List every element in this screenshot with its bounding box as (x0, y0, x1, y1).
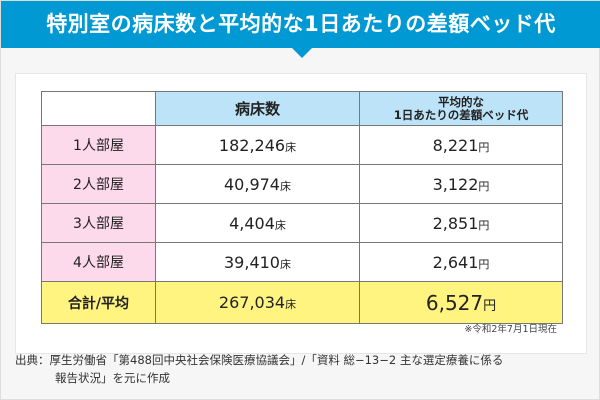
header-beds: 病床数 (155, 91, 360, 126)
bed-fee-table: 病床数 平均的な 1日あたりの差額ベッド代 1人部屋 182,246床 8,221… (41, 91, 563, 324)
row-label: 1人部屋 (41, 125, 156, 165)
table-row: 3人部屋 4,404床 2,851円 (41, 203, 563, 243)
table-header: 病床数 平均的な 1日あたりの差額ベッド代 (41, 91, 563, 126)
total-beds-cell: 267,034床 (155, 281, 360, 324)
table-row: 4人部屋 39,410床 2,641円 (41, 242, 563, 282)
fee-cell: 8,221円 (359, 125, 563, 165)
header-fee-line2: 1日あたりの差額ベッド代 (393, 107, 529, 122)
total-row: 合計/平均 267,034床 6,527円 (41, 281, 563, 324)
page-title: 特別室の病床数と平均的な1日あたりの差額ベッド代 (1, 1, 600, 48)
fee-cell: 2,851円 (359, 203, 563, 243)
title-pointer (291, 47, 313, 58)
row-label: 4人部屋 (41, 242, 156, 282)
beds-cell: 40,974床 (155, 164, 360, 204)
date-note: ※令和2年7月1日現在 (464, 324, 557, 335)
header-empty (41, 91, 156, 126)
average-fee-cell: 6,527円 (359, 281, 563, 324)
total-label: 合計/平均 (41, 281, 156, 324)
source-line1: 出典：厚生労働省「第488回中央社会保険医療協議会」/「資料 総−13−2 主な… (15, 353, 504, 367)
fee-cell: 2,641円 (359, 242, 563, 282)
row-label: 3人部屋 (41, 203, 156, 243)
source-line2: 報告状況」を元に作成 (55, 371, 170, 385)
fee-cell: 3,122円 (359, 164, 563, 204)
beds-cell: 182,246床 (155, 125, 360, 165)
row-label: 2人部屋 (41, 164, 156, 204)
table-row: 1人部屋 182,246床 8,221円 (41, 125, 563, 165)
beds-cell: 39,410床 (155, 242, 360, 282)
header-fee-line1: 平均的な (438, 94, 484, 109)
beds-cell: 4,404床 (155, 203, 360, 243)
table-row: 2人部屋 40,974床 3,122円 (41, 164, 563, 204)
source-citation: 出典：厚生労働省「第488回中央社会保険医療協議会」/「資料 総−13−2 主な… (15, 351, 595, 387)
header-fee: 平均的な 1日あたりの差額ベッド代 (359, 91, 563, 126)
